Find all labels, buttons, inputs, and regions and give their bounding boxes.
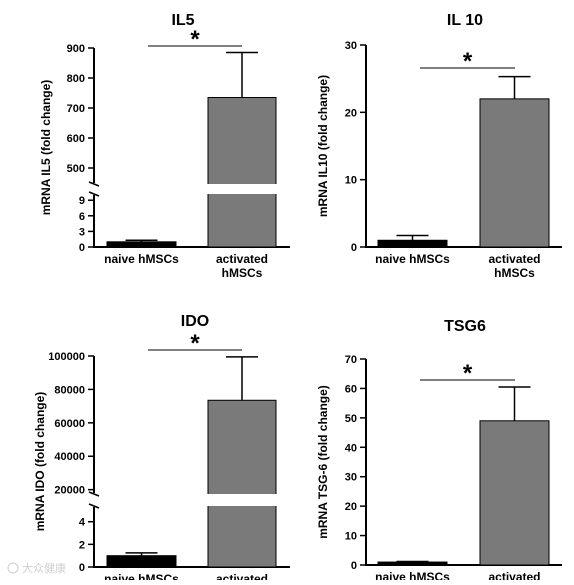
axis-break-mark xyxy=(88,503,100,509)
axis-break-mark xyxy=(88,491,100,497)
y-tick-label: 70 xyxy=(345,354,357,366)
y-tick-label: 60000 xyxy=(54,418,85,430)
y-axis-label: mRNA TSG-6 (fold change) xyxy=(316,385,330,539)
y-axis-label: mRNA IL10 (fold change) xyxy=(316,75,330,217)
x-category-label: naive hMSCs xyxy=(104,572,179,580)
y-tick-label: 4 xyxy=(79,517,86,529)
x-category-label: hMSCs xyxy=(222,266,263,280)
y-tick-label: 0 xyxy=(351,560,357,572)
y-tick-label: 100000 xyxy=(48,351,85,363)
y-tick-label: 20000 xyxy=(54,485,85,497)
y-tick-label: 6 xyxy=(79,211,85,223)
x-category-label: activated xyxy=(216,252,268,266)
chart-title: IDO xyxy=(181,313,209,330)
significance-star: * xyxy=(190,330,200,357)
x-category-label: activated xyxy=(216,572,268,580)
x-category-label: naive hMSCs xyxy=(104,252,179,266)
y-tick-label: 10 xyxy=(345,531,357,543)
significance-star: * xyxy=(463,360,473,387)
y-tick-label: 60 xyxy=(345,383,357,395)
chart-title: TSG6 xyxy=(444,318,486,335)
chart-panel: IDO mRNA IDO (fold change) 0 2 4 20000 40000 60… xyxy=(33,313,290,585)
y-tick-label: 40 xyxy=(345,442,357,454)
axis-break-gap xyxy=(206,494,278,506)
x-category-label: hMSCs xyxy=(494,266,535,280)
bar xyxy=(106,241,177,248)
y-tick-label: 600 xyxy=(67,133,85,145)
axis-break-mark xyxy=(88,181,100,187)
significance-star: * xyxy=(463,48,473,75)
bar xyxy=(207,399,277,568)
y-tick-label: 500 xyxy=(67,163,85,175)
y-tick-label: 20 xyxy=(345,107,357,119)
watermark-text: 大众健康 xyxy=(22,561,66,575)
bar xyxy=(106,555,177,568)
y-tick-label: 50 xyxy=(345,413,357,425)
y-tick-label: 0 xyxy=(79,562,85,574)
y-axis-label: mRNA IDO (fold change) xyxy=(33,392,47,532)
y-tick-label: 10 xyxy=(345,175,357,187)
y-axis-label: mRNA IL5 (fold change) xyxy=(39,80,53,216)
bar xyxy=(207,97,277,248)
bar xyxy=(479,98,550,248)
x-category-label: naive hMSCs xyxy=(375,570,450,580)
chart-panel: IL 10 mRNA IL10 (fold change) 0 10 20 30 naive… xyxy=(316,12,562,280)
significance-star: * xyxy=(190,26,200,53)
chart-title: IL5 xyxy=(171,12,194,29)
axis-break-gap xyxy=(206,184,278,194)
y-tick-label: 40000 xyxy=(54,451,85,463)
y-tick-label: 900 xyxy=(67,43,85,55)
chart-title: IL 10 xyxy=(447,12,483,29)
chart-panel: TSG6 mRNA TSG-6 (fold change) 0 10 20 30 40 50 6… xyxy=(316,318,562,584)
y-tick-label: 30 xyxy=(345,40,357,52)
chart-panel: IL5 mRNA IL5 (fold change) 0 3 6 9 500 600 700 80… xyxy=(39,12,290,280)
y-tick-label: 700 xyxy=(67,103,85,115)
watermark-icon xyxy=(7,562,19,574)
y-tick-label: 0 xyxy=(351,242,357,254)
x-category-label: activated xyxy=(488,252,540,266)
axis-break-mark xyxy=(88,191,100,197)
y-tick-label: 3 xyxy=(79,226,85,238)
y-tick-label: 9 xyxy=(79,195,85,207)
bar xyxy=(479,420,550,566)
y-tick-label: 80000 xyxy=(54,384,85,396)
y-tick-label: 0 xyxy=(79,242,85,254)
y-tick-label: 800 xyxy=(67,73,85,85)
y-tick-label: 30 xyxy=(345,472,357,484)
y-tick-label: 20 xyxy=(345,501,357,513)
x-category-label: naive hMSCs xyxy=(375,252,450,266)
y-tick-label: 2 xyxy=(79,539,85,551)
bar xyxy=(377,239,448,248)
bar xyxy=(377,561,448,566)
x-category-label: activated xyxy=(488,570,540,580)
